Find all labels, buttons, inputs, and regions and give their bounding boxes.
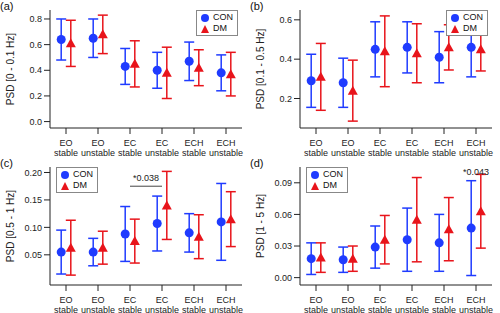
svg-text:0.20: 0.20 bbox=[24, 168, 42, 178]
svg-text:EOunstable: EOunstable bbox=[81, 138, 115, 156]
svg-text:0.06: 0.06 bbox=[274, 210, 292, 220]
html-text:DM: DM bbox=[323, 180, 337, 190]
svg-text:ECstable: ECstable bbox=[118, 138, 142, 156]
svg-text:ECstable: ECstable bbox=[118, 295, 142, 313]
html-text:(d): (d) bbox=[250, 157, 264, 169]
svg-text:0.05: 0.05 bbox=[24, 250, 42, 260]
html-text:DM: DM bbox=[463, 23, 477, 33]
html-text:(a): (a) bbox=[0, 0, 14, 12]
svg-text:0.4: 0.4 bbox=[29, 65, 42, 75]
svg-text:ECHstable: ECHstable bbox=[182, 138, 206, 156]
svg-text:ECunstable: ECunstable bbox=[145, 295, 179, 313]
svg-text:ECHunstable: ECHunstable bbox=[459, 295, 492, 313]
html-text:CON: CON bbox=[73, 169, 93, 179]
svg-text:ECHstable: ECHstable bbox=[182, 295, 206, 313]
svg-text:0.0: 0.0 bbox=[29, 117, 42, 127]
svg-text:EOstable: EOstable bbox=[54, 138, 78, 156]
svg-text:ECHunstable: ECHunstable bbox=[209, 138, 243, 156]
svg-text:PSD [1 - 5 Hz]: PSD [1 - 5 Hz] bbox=[255, 194, 266, 258]
svg-text:PSD [0 - 0.1 Hz]: PSD [0 - 0.1 Hz] bbox=[8, 33, 16, 105]
svg-text:ECunstable: ECunstable bbox=[145, 138, 179, 156]
svg-text:ECHunstable: ECHunstable bbox=[209, 295, 243, 313]
svg-text:ECstable: ECstable bbox=[368, 295, 392, 313]
svg-text:EOunstable: EOunstable bbox=[331, 295, 365, 313]
svg-text:EOunstable: EOunstable bbox=[331, 138, 365, 156]
svg-text:0.09: 0.09 bbox=[274, 178, 292, 188]
svg-text:EOstable: EOstable bbox=[54, 295, 78, 313]
svg-text:0.15: 0.15 bbox=[24, 195, 42, 205]
svg-text:0.03: 0.03 bbox=[274, 241, 292, 251]
svg-text:0.2: 0.2 bbox=[29, 91, 42, 101]
svg-text:0.6: 0.6 bbox=[29, 40, 42, 50]
html-text:(b): (b) bbox=[250, 0, 264, 12]
svg-text:PSD [0.1 - 0.5 Hz]: PSD [0.1 - 0.5 Hz] bbox=[255, 28, 266, 109]
svg-text:ECunstable: ECunstable bbox=[395, 295, 429, 313]
svg-text:ECHstable: ECHstable bbox=[432, 295, 456, 313]
svg-text:0.10: 0.10 bbox=[24, 223, 42, 233]
svg-text:*0.038: *0.038 bbox=[133, 173, 159, 183]
svg-text:*0.043: *0.043 bbox=[463, 167, 489, 177]
svg-text:0.2: 0.2 bbox=[279, 94, 292, 104]
svg-text:0.8: 0.8 bbox=[29, 14, 42, 24]
svg-text:ECHstable: ECHstable bbox=[432, 138, 456, 156]
svg-text:EOstable: EOstable bbox=[304, 295, 328, 313]
html-text:CON: CON bbox=[463, 12, 483, 22]
html-text:(c): (c) bbox=[0, 157, 13, 169]
html-text:DM: DM bbox=[73, 180, 87, 190]
svg-text:EOunstable: EOunstable bbox=[81, 295, 115, 313]
svg-text:ECHunstable: ECHunstable bbox=[459, 138, 492, 156]
svg-text:ECstable: ECstable bbox=[368, 138, 392, 156]
html-text:DM: DM bbox=[213, 23, 227, 33]
svg-text:0.6: 0.6 bbox=[279, 15, 292, 25]
svg-text:0.00: 0.00 bbox=[274, 273, 292, 283]
svg-text:PSD [0.5 - 1 Hz]: PSD [0.5 - 1 Hz] bbox=[8, 190, 16, 262]
html-text:CON: CON bbox=[323, 169, 343, 179]
svg-text:0.4: 0.4 bbox=[279, 54, 292, 64]
svg-text:ECunstable: ECunstable bbox=[395, 138, 429, 156]
svg-text:EOstable: EOstable bbox=[304, 138, 328, 156]
html-text:CON: CON bbox=[213, 12, 233, 22]
